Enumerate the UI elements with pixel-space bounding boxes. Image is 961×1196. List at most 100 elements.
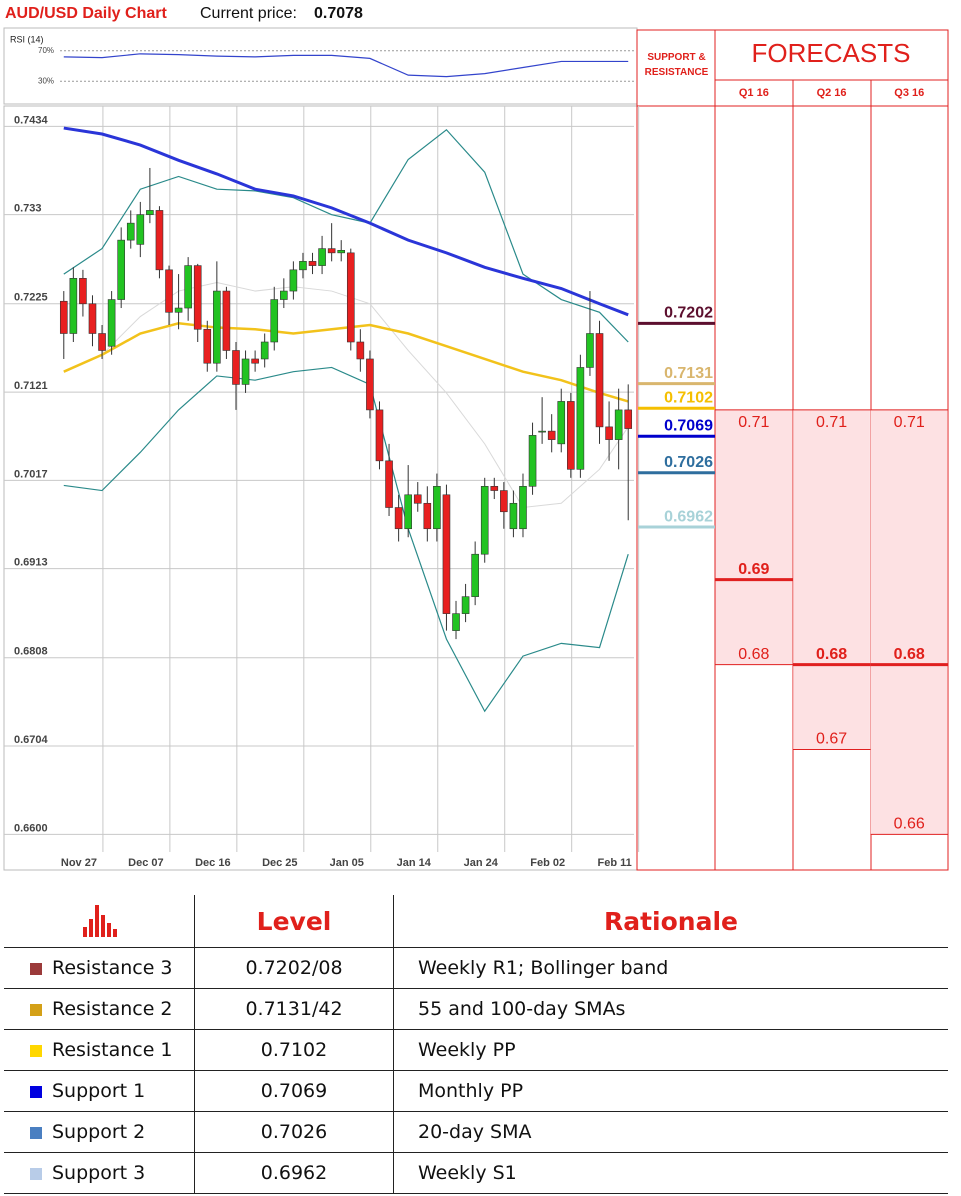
level-swatch — [30, 1044, 42, 1057]
level-label: 0.7102 — [664, 389, 713, 406]
x-tick-label: Feb 11 — [598, 857, 632, 869]
candle-body — [88, 303, 97, 334]
candle-body — [413, 494, 422, 504]
candle-body — [203, 328, 212, 364]
forecast-quarter: Q2 16 — [817, 87, 847, 99]
level-rationale: 55 and 100-day SMAs — [393, 988, 948, 1030]
candle-body — [270, 299, 279, 343]
candle-body — [576, 367, 585, 470]
level-name-cell: Support 1 — [4, 1070, 195, 1112]
level-swatch — [30, 1085, 42, 1098]
y-tick-label: 0.6704 — [14, 734, 49, 746]
candle-body — [423, 502, 432, 530]
overlay-line — [63, 128, 629, 343]
candle-body — [117, 239, 125, 300]
x-tick-label: Dec 07 — [128, 857, 163, 869]
candle-body — [184, 265, 192, 309]
level-rationale: Weekly S1 — [393, 1152, 948, 1194]
candle-body — [500, 490, 508, 513]
x-tick-label: Dec 25 — [262, 857, 297, 869]
candle-body — [519, 486, 527, 530]
candle-body — [471, 553, 479, 597]
candle-body — [480, 486, 489, 555]
candle-body — [375, 409, 384, 462]
level-value: 0.7026 — [194, 1111, 394, 1153]
table-header: Level Rationale — [4, 895, 948, 948]
candle-body — [595, 333, 604, 428]
level-value: 0.7202/08 — [194, 947, 394, 989]
level-swatch — [30, 1167, 42, 1180]
overlay-line — [63, 366, 629, 713]
level-name-cell: Resistance 1 — [4, 1029, 195, 1071]
forecast-median-label: 0.68 — [816, 646, 847, 663]
candle-body — [222, 290, 231, 351]
forecast-quarter: Q3 16 — [894, 87, 924, 99]
candle-body — [605, 426, 613, 440]
candle-body — [299, 261, 307, 271]
candle-body — [509, 502, 518, 530]
table-row: Support 3 0.6962 Weekly S1 — [4, 1152, 948, 1194]
current-price-label: Current price: — [200, 5, 297, 22]
level-name-cell: Resistance 3 — [4, 947, 195, 989]
level-rationale: Weekly PP — [393, 1029, 948, 1071]
bar-icon — [83, 904, 117, 937]
level-name: Resistance 1 — [52, 1039, 173, 1061]
x-tick-label: Feb 02 — [530, 857, 565, 869]
levels-table: Level Rationale Resistance 3 0.7202/08 Wee… — [4, 895, 948, 1194]
candle-body — [146, 210, 154, 215]
candle-body — [165, 269, 173, 313]
candle-body — [174, 307, 183, 313]
forecast-median-label: 0.69 — [738, 561, 769, 578]
candle-body — [624, 409, 633, 429]
rsi-panel — [3, 27, 638, 105]
forecast-low-label: 0.67 — [816, 731, 847, 748]
candle-body — [155, 210, 164, 271]
level-value: 0.6962 — [194, 1152, 394, 1194]
candle-body — [442, 494, 451, 614]
level-value: 0.7102 — [194, 1029, 394, 1071]
candle-body — [538, 430, 546, 433]
y-tick-label: 0.733 — [14, 203, 42, 215]
overlay-line — [63, 322, 629, 403]
candle-body — [557, 401, 566, 445]
level-rationale: Monthly PP — [393, 1070, 948, 1112]
level-name: Resistance 3 — [52, 957, 173, 979]
table-row: Resistance 2 0.7131/42 55 and 100-day SMAs — [4, 988, 948, 1030]
x-tick-label: Jan 14 — [397, 857, 432, 869]
icon-cell — [4, 895, 195, 948]
candle-body — [98, 333, 106, 351]
candle-body — [346, 252, 355, 343]
candle-body — [232, 350, 240, 385]
forecast-high-label: 0.71 — [816, 414, 847, 431]
candle-body — [193, 265, 202, 330]
rsi-tick-label: 70% — [38, 46, 54, 55]
level-name-cell: Support 2 — [4, 1111, 195, 1153]
level-rationale: 20-day SMA — [393, 1111, 948, 1153]
chart-title: AUD/USD Daily Chart — [5, 5, 167, 22]
x-tick-label: Jan 05 — [330, 857, 364, 869]
level-label: 0.7131 — [664, 365, 713, 382]
y-tick-label: 0.7225 — [14, 292, 48, 304]
table-row: Resistance 3 0.7202/08 Weekly R1; Bollinge… — [4, 947, 948, 989]
level-swatch — [30, 962, 42, 975]
candle-body — [337, 250, 346, 254]
forecast-low-label: 0.68 — [738, 646, 769, 663]
candle-body — [356, 341, 365, 360]
level-label: 0.7202 — [664, 305, 713, 322]
current-price: 0.7078 — [314, 5, 363, 22]
level-label: 0.7026 — [664, 454, 713, 471]
candle-body — [461, 596, 470, 614]
level-label: 0.6962 — [664, 508, 713, 525]
candle-body — [213, 290, 221, 364]
candle-body — [251, 358, 259, 364]
forecasts-title: FORECASTS — [752, 38, 911, 68]
candle-body — [614, 409, 623, 440]
candle-body — [394, 507, 403, 530]
level-name: Support 2 — [52, 1121, 146, 1143]
level-name: Support 1 — [52, 1080, 146, 1102]
y-tick-label: 0.7121 — [14, 380, 48, 392]
candle-body — [69, 278, 78, 334]
level-swatch — [30, 1126, 42, 1139]
level-name-cell: Support 3 — [4, 1152, 195, 1194]
